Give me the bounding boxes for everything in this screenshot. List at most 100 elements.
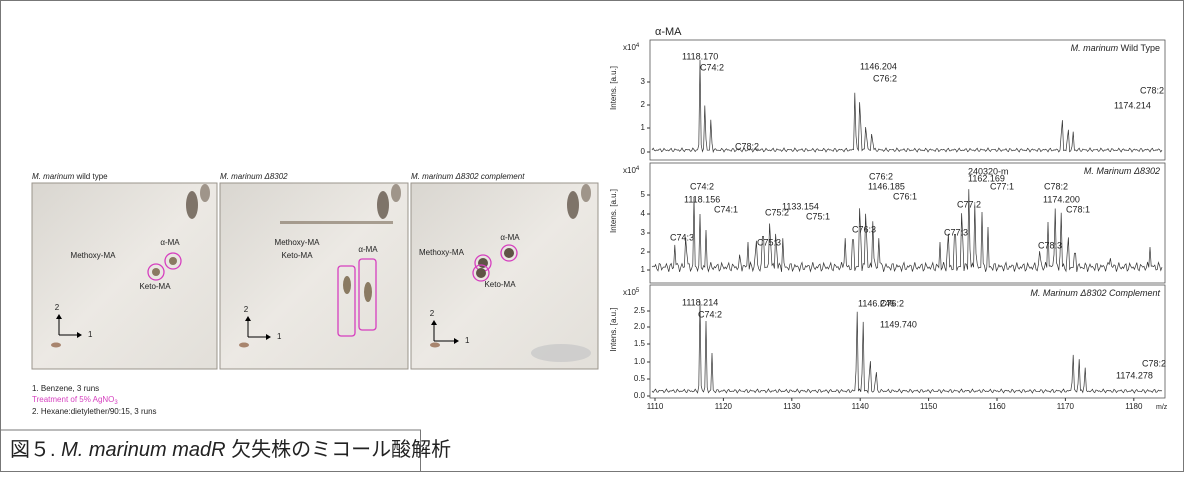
plate-species: M. marinum: [32, 172, 75, 181]
peak-label: C78:2: [1142, 358, 1166, 368]
plate-streak: [377, 191, 389, 219]
peak-label: C76:1: [893, 191, 917, 201]
plate-streak: [567, 191, 579, 219]
spectrum-strain: Δ8302: [1133, 166, 1160, 176]
y-axis-label: Intens. [a.u.]: [609, 307, 618, 351]
plate-title: M. marinum wild type: [32, 172, 108, 181]
peak-label: 1133.154: [782, 201, 819, 211]
peak-label: C78:2: [735, 141, 759, 151]
x-tick-label: 1120: [715, 402, 733, 411]
y-axis-label: Intens. [a.u.]: [609, 66, 618, 110]
peak-label: C77:3: [944, 227, 968, 237]
spectrum-frame: [650, 285, 1165, 398]
spectrum-species: M. Marinum: [1084, 166, 1132, 176]
x-tick-label: 1110: [647, 402, 664, 411]
peak-label: C74:2: [690, 181, 714, 191]
direction-label: 1: [465, 336, 470, 345]
y-tick-label: 3: [641, 77, 646, 86]
spot-label: α-MA: [160, 238, 180, 247]
spot-label: Methoxy-MA: [71, 251, 117, 260]
direction-label: 2: [430, 309, 435, 318]
peak-label: 1146.204: [860, 61, 897, 71]
spot-label: Keto-MA: [484, 280, 516, 289]
spot-label: α-MA: [358, 245, 378, 254]
peak-label: 1118.214: [682, 297, 718, 307]
direction-label: 2: [55, 303, 60, 312]
lipid-spot: [343, 276, 351, 294]
note-text: Treatment of 5% AgNO: [32, 395, 114, 404]
spectrum-name: M. Marinum Δ8302 Complement: [1030, 288, 1160, 298]
y-tick-label: 0: [641, 147, 646, 156]
y-tick-label: 1: [641, 123, 646, 132]
y-tick-label: 3: [641, 228, 646, 237]
y-scale-base: x10: [623, 288, 636, 297]
origin-spot: [51, 343, 61, 348]
peak-label: C75:3: [757, 237, 781, 247]
spectra-title: α-MA: [655, 26, 682, 38]
peak-label: C78:2: [1044, 181, 1068, 191]
y-tick-label: 1: [641, 265, 646, 274]
caption-species: M. marinum madR: [61, 439, 225, 461]
spot-label: Keto-MA: [281, 251, 313, 260]
x-tick-label: 1170: [1057, 402, 1075, 411]
plate-species: M. marinum: [220, 172, 263, 181]
spectrum-strain: Δ8302 Complement: [1079, 288, 1160, 298]
y-tick-label: 1.5: [634, 339, 646, 348]
spectrum-frame: [650, 40, 1165, 160]
peak-label: C74:1: [714, 204, 738, 214]
plate-strain: wild type: [75, 172, 108, 181]
origin-spot: [430, 343, 440, 348]
peak-label: C76:2: [869, 171, 893, 181]
plate-title: M. marinum Δ8302: [220, 172, 288, 181]
peak-label: C78:2: [1140, 85, 1164, 95]
spectrum-species: M. Marinum: [1030, 288, 1078, 298]
peak-label: 1174.200: [1043, 194, 1080, 204]
peak-label: 1118.170: [682, 51, 718, 61]
plate-streak: [391, 184, 401, 202]
peak-label: C78:3: [1038, 240, 1062, 250]
y-scale: x104: [623, 43, 640, 53]
figure: 図５. M. marinum madR 欠失株のミコール酸解析 1. Benze…: [0, 0, 1184, 472]
peak-label: C76:2: [880, 298, 904, 308]
spot-label: Methoxy-MA: [275, 238, 321, 247]
spectra: α-MAM. marinum Wild Typex104Intens. [a.u…: [609, 26, 1168, 411]
y-scale-exp: 4: [636, 43, 640, 49]
page: { "plates": [ {"species": "M. marinum", …: [0, 0, 1184, 472]
y-tick-label: 1.0: [634, 357, 646, 366]
caption: 図５. M. marinum madR 欠失株のミコール酸解析: [10, 438, 451, 461]
spectrum-name: M. Marinum Δ8302: [1084, 166, 1160, 176]
spectrum-species: M. marinum: [1071, 43, 1119, 53]
note: 2. Hexane:dietylether/90:15, 3 runs: [32, 407, 157, 416]
direction-label: 1: [88, 330, 93, 339]
peak-label: 1118.156: [684, 194, 720, 204]
spot-label: Keto-MA: [139, 282, 171, 291]
peak-label: C75:1: [806, 211, 830, 221]
peak-label: C76:2: [873, 73, 897, 83]
peak-label: C77:2: [957, 199, 981, 209]
y-tick-label: 2.5: [634, 306, 646, 315]
y-tick-label: 0.0: [634, 391, 646, 400]
spot-label: Methoxy-MA: [419, 248, 465, 257]
peak-label: C76:3: [852, 224, 876, 234]
y-tick-label: 4: [641, 209, 646, 218]
plate-streak: [581, 184, 591, 202]
lipid-spot: [476, 268, 486, 278]
note: Treatment of 5% AgNO3: [32, 395, 118, 405]
x-axis-label: m/z: [1156, 404, 1168, 411]
y-tick-label: 2.0: [634, 322, 646, 331]
direction-label: 1: [277, 332, 282, 341]
spectrum-name: M. marinum Wild Type: [1071, 43, 1160, 53]
x-tick-label: 1180: [1125, 402, 1143, 411]
peak-label: 1146.185: [868, 181, 905, 191]
y-scale: x104: [623, 166, 640, 176]
plate-strain: Δ8302: [263, 172, 288, 181]
y-tick-label: 2: [641, 247, 646, 256]
plates: M. marinum wild type α-MA Methoxy-MA Keto-M…: [32, 172, 598, 369]
plate-title: M. marinum Δ8302 complement: [411, 172, 525, 181]
y-tick-label: 2: [641, 100, 646, 109]
peak-label: 1174.214: [1114, 100, 1151, 110]
plate-streak: [280, 221, 393, 224]
plate-species: M. marinum: [411, 172, 454, 181]
plate-strain: Δ8302 complement: [454, 172, 525, 181]
origin-spot: [239, 343, 249, 348]
